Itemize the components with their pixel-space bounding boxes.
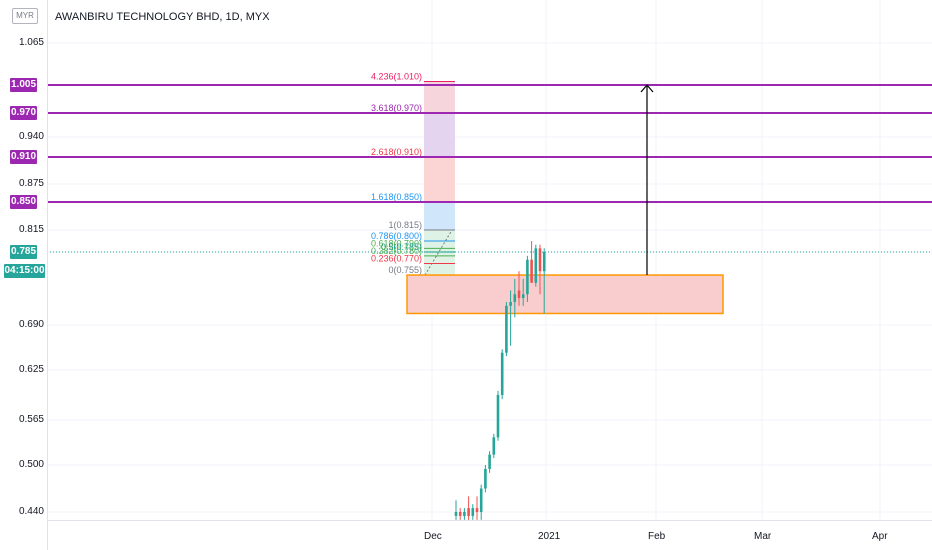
- price-axis-label: 0.940: [18, 131, 44, 142]
- time-axis-label: Mar: [754, 531, 772, 542]
- target-arrow-layer: [640, 84, 654, 276]
- time-axis-border: [47, 520, 932, 521]
- price-axis-label: 1.065: [18, 37, 44, 48]
- candle-body: [542, 252, 546, 272]
- price-axis-label: 0.440: [18, 506, 44, 517]
- symbol-title[interactable]: AWANBIRU TECHNOLOGY BHD, 1D, MYX: [55, 11, 270, 23]
- bar-countdown: 04:15:00: [4, 264, 45, 278]
- fib-band: [424, 202, 455, 230]
- price-tag: 0.850: [10, 195, 37, 209]
- candle-body: [463, 512, 466, 516]
- fib-trend-line: [424, 229, 453, 276]
- candle-body: [484, 468, 487, 489]
- fib-level-label: 0.382(0.780): [371, 246, 422, 256]
- time-axis-label: Apr: [872, 531, 888, 542]
- candle-body: [509, 301, 512, 306]
- support-zone-rect[interactable]: [406, 274, 724, 315]
- candle-body: [538, 248, 542, 272]
- fib-band: [424, 230, 455, 276]
- price-axis-label: 0.815: [18, 224, 44, 235]
- fib-level-label: 1.618(0.850): [371, 192, 422, 202]
- candle-body: [513, 294, 517, 302]
- candle-body: [530, 259, 533, 283]
- candle-body: [467, 508, 470, 516]
- price-axis-label: 0.500: [18, 459, 44, 470]
- price-axis-label: 0.690: [18, 319, 44, 330]
- candle-body: [454, 512, 458, 516]
- candle-body: [471, 508, 475, 516]
- fib-band: [424, 113, 455, 157]
- candle-body: [479, 488, 483, 512]
- fib-level-label: 0.5(0.785): [381, 242, 422, 252]
- fib-level-label: 0(0.755): [388, 265, 422, 275]
- fibonacci-extension-tool: 4.236(1.010) 3.618(0.970) 2.618(0.910) 1.61…: [371, 72, 455, 276]
- fib-band: [424, 157, 455, 202]
- currency-badge[interactable]: MYR: [12, 8, 38, 24]
- candle-body: [492, 437, 496, 455]
- fib-level-label: 2.618(0.910): [371, 147, 422, 157]
- fib-level-label: 0.618(0.790): [371, 238, 422, 248]
- time-axis-label: Feb: [648, 531, 666, 542]
- fib-band: [424, 81, 455, 113]
- candle-body: [488, 454, 491, 469]
- candle-body: [475, 508, 479, 512]
- candle-body: [500, 352, 504, 395]
- price-axis-label: 0.625: [18, 364, 44, 375]
- target-arrow-head: [640, 84, 654, 93]
- fib-level-label: 3.618(0.970): [371, 103, 422, 113]
- candle-body: [526, 259, 529, 295]
- candle-body: [505, 305, 508, 353]
- candle-body: [496, 395, 500, 438]
- support-zone-layer: [406, 274, 724, 315]
- price-tag: 0.970: [10, 106, 37, 120]
- candle-body: [458, 512, 462, 516]
- price-tag: 0.910: [10, 150, 37, 164]
- candle-body: [521, 294, 525, 299]
- fib-level-label: 0.786(0.800): [371, 231, 422, 241]
- time-axis-label: Dec: [424, 531, 442, 542]
- price-axis-label: 0.875: [18, 178, 44, 189]
- price-tag: 0.785: [10, 245, 37, 259]
- candles-layer: [454, 241, 546, 520]
- fib-level-label: 4.236(1.010): [371, 72, 422, 82]
- candle-body: [517, 290, 521, 299]
- grid-layer: [47, 0, 932, 520]
- fib-level-label: 1(0.815): [388, 220, 422, 230]
- price-tag: 1.005: [10, 78, 37, 92]
- time-axis-label: 2021: [538, 531, 561, 542]
- fib-level-label: 0.236(0.770): [371, 254, 422, 264]
- price-axis-label: 0.565: [18, 414, 44, 425]
- resistance-lines-layer: [47, 84, 932, 253]
- candle-body: [534, 248, 538, 283]
